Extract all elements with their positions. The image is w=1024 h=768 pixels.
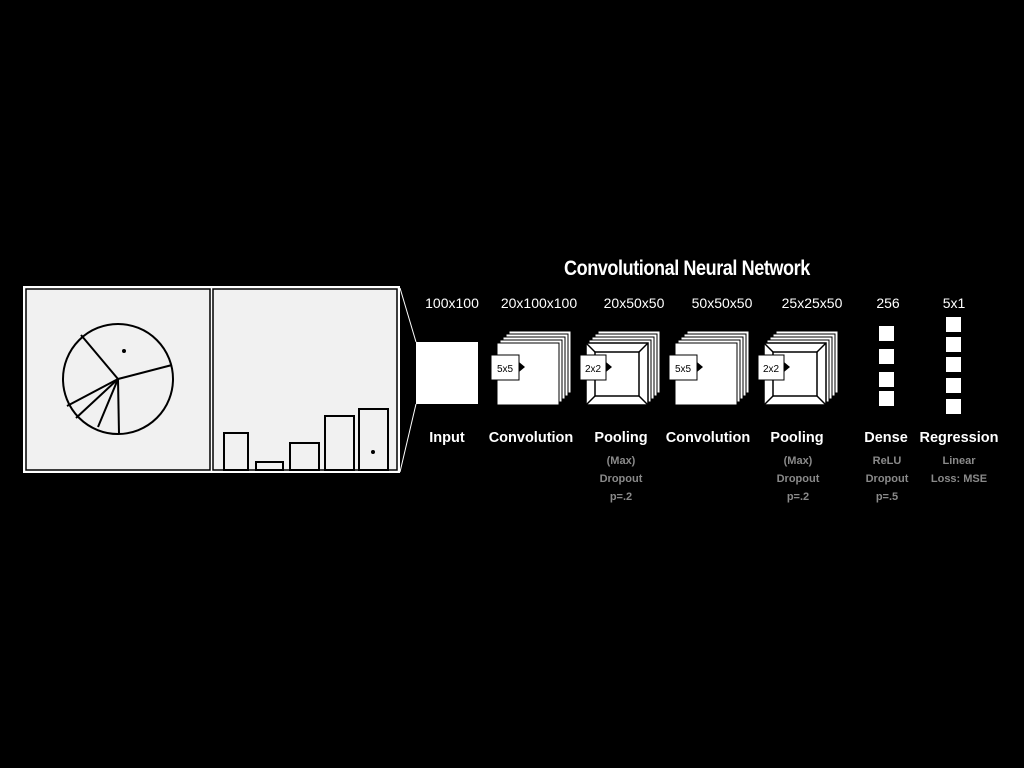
conv1-label: Convolution — [488, 430, 574, 446]
conv1-dims: 20x100x100 — [500, 295, 578, 311]
regression-unit — [946, 399, 961, 414]
regression-note-2: Loss: MSE — [930, 473, 988, 485]
dense-label: Dense — [864, 430, 908, 446]
pool2-kernel-box — [757, 354, 785, 381]
pool2-dims: 25x25x50 — [781, 295, 843, 311]
pool1-kernel-arrow — [606, 362, 612, 372]
diagram-title: Convolutional Neural Network — [564, 257, 810, 280]
pool2-label: Pooling — [770, 430, 824, 446]
pool2-note-3: p=.2 — [786, 491, 810, 503]
regression-label: Regression — [919, 430, 999, 446]
pool2-kernel-arrow — [784, 362, 790, 372]
dense-unit — [879, 391, 894, 406]
dense-note-2: Dropout — [865, 473, 909, 485]
pool2-note-2: Dropout — [776, 473, 820, 485]
input-label: Input — [429, 430, 465, 446]
conv2-stack: 5x5 — [668, 330, 750, 406]
conv2-kernel-box — [668, 354, 698, 381]
regression-note-1: Linear — [942, 455, 976, 467]
bar-chart-image — [212, 288, 398, 471]
pool2-kernel-label: 2x2 — [763, 364, 780, 375]
pie-slice-line — [117, 364, 173, 380]
regression-unit — [946, 337, 961, 352]
regression-unit — [946, 317, 961, 332]
pie-slice-line — [66, 378, 119, 407]
bar — [324, 415, 355, 471]
conv2-dims: 50x50x50 — [691, 295, 753, 311]
conv1-kernel-label: 5x5 — [497, 364, 514, 375]
pie-slice-line — [97, 378, 119, 428]
regression-unit — [946, 357, 961, 372]
pie-chart — [62, 323, 174, 435]
regression-dims: 5x1 — [942, 295, 966, 311]
bar-chart — [223, 408, 389, 471]
conv1-kernel-arrow — [519, 362, 525, 372]
bar — [289, 442, 320, 471]
pool1-note-1: (Max) — [606, 455, 636, 467]
conv1-stack: 5x5 — [490, 330, 572, 406]
pool2-stack: 2x2 — [757, 330, 839, 406]
pie-slice-line — [117, 378, 120, 435]
pie-slice-line — [80, 334, 119, 380]
pool2-note-1: (Max) — [783, 455, 813, 467]
bar — [255, 461, 284, 471]
bar — [223, 432, 249, 471]
dense-unit — [879, 349, 894, 364]
pool1-dims: 20x50x50 — [603, 295, 665, 311]
bar — [358, 408, 389, 471]
conv2-kernel-arrow — [697, 362, 703, 372]
dense-unit — [879, 326, 894, 341]
input-dims: 100x100 — [425, 295, 479, 311]
regression-units — [946, 317, 961, 414]
pool1-note-3: p=.2 — [609, 491, 633, 503]
pool1-label: Pooling — [594, 430, 648, 446]
conv1-kernel-box — [490, 354, 520, 381]
dense-dims: 256 — [876, 295, 900, 311]
dense-units — [879, 326, 894, 406]
dense-unit — [879, 372, 894, 387]
pool1-kernel-label: 2x2 — [585, 364, 602, 375]
dense-note-1: ReLU — [872, 455, 902, 467]
conv2-label: Convolution — [665, 430, 751, 446]
pool1-note-2: Dropout — [599, 473, 643, 485]
pool1-stack: 2x2 — [579, 330, 661, 406]
projection-line-bottom — [399, 403, 417, 473]
input-layer-square — [416, 342, 478, 404]
bar-dot — [371, 450, 375, 454]
pie-dot — [122, 349, 126, 353]
projection-line-top — [399, 287, 417, 343]
conv2-kernel-label: 5x5 — [675, 364, 692, 375]
pie-slice-line — [75, 378, 119, 419]
input-images — [23, 286, 400, 473]
dense-note-3: p=.5 — [875, 491, 899, 503]
regression-unit — [946, 378, 961, 393]
